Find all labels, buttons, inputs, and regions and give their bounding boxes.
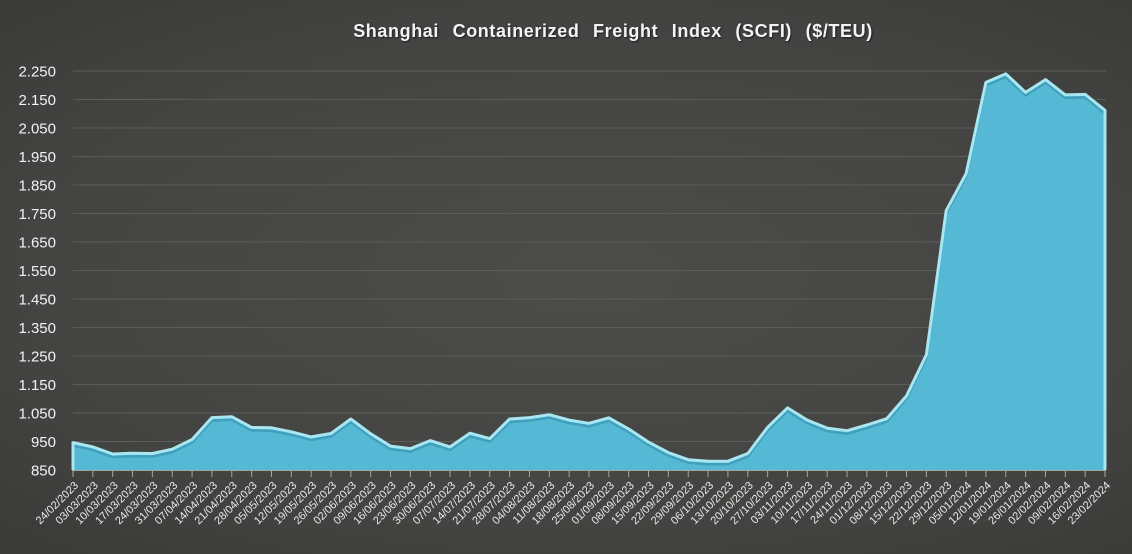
y-tick-label: 1.050 <box>18 406 56 423</box>
y-tick-label: 1.950 <box>18 149 56 166</box>
chart-title: Shanghai Containerized Freight Index (SC… <box>353 21 873 41</box>
y-tick-label: 2.050 <box>18 121 56 138</box>
area-series <box>71 72 1107 471</box>
x-axis-tick-labels: 24/02/202303/03/202310/03/202317/03/2023… <box>34 480 1113 527</box>
y-tick-label: 2.150 <box>18 92 56 109</box>
y-tick-label: 1.550 <box>18 263 56 280</box>
y-tick-label: 1.850 <box>18 178 56 195</box>
area-top-edge <box>71 72 1107 470</box>
y-tick-label: 2.250 <box>18 64 56 81</box>
y-tick-label: 1.150 <box>18 377 56 394</box>
gridlines <box>73 70 1106 471</box>
y-tick-label: 1.750 <box>18 206 56 223</box>
y-tick-label: 1.450 <box>18 292 56 309</box>
y-tick-label: 1.350 <box>18 320 56 337</box>
y-axis-tick-labels: 850 950 1.050 1.150 1.250 1.350 1.450 1.550 1.65… <box>18 64 56 480</box>
y-tick-label: 1.250 <box>18 349 56 366</box>
area-fill <box>73 73 1105 471</box>
y-tick-label: 850 <box>31 463 56 480</box>
x-axis <box>72 470 1106 477</box>
y-tick-label: 1.650 <box>18 235 56 252</box>
y-tick-label: 950 <box>31 434 56 451</box>
